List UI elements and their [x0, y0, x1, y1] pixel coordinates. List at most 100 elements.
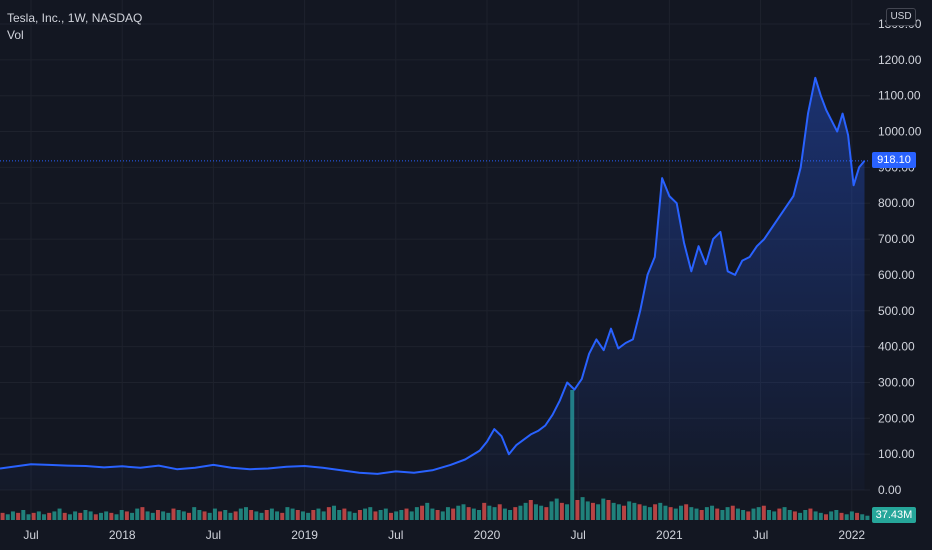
volume-bar [326, 507, 331, 520]
volume-bar [829, 511, 834, 520]
volume-bar [332, 505, 337, 520]
y-tick-label: 200.00 [878, 411, 915, 425]
currency-button[interactable]: USD [886, 8, 916, 26]
volume-bar [746, 511, 751, 520]
volume-bar [218, 511, 223, 520]
volume-bar [502, 508, 507, 520]
volume-bar [855, 512, 860, 520]
volume-bar [181, 511, 186, 520]
volume-bar [259, 512, 264, 520]
volume-bar [368, 507, 373, 520]
x-tick-label: Jul [571, 528, 586, 542]
x-tick-label: Jul [388, 528, 403, 542]
volume-bar [596, 504, 601, 520]
volume-bar [316, 508, 321, 520]
volume-bar [280, 512, 285, 520]
volume-bar [658, 502, 663, 520]
volume-bar [52, 511, 57, 520]
volume-bar [684, 504, 689, 520]
volume-bar [482, 502, 487, 520]
volume-bar [223, 510, 228, 520]
volume-bar [461, 504, 466, 520]
volume-bar [0, 512, 5, 520]
volume-bar [275, 511, 280, 520]
volume-bar [21, 510, 26, 520]
volume-bar [642, 505, 647, 520]
volume-bar [787, 510, 792, 520]
volume-bar [559, 502, 564, 520]
volume-bar [430, 508, 435, 520]
volume-bar [383, 508, 388, 520]
volume-bar [285, 507, 290, 520]
y-tick-label: 100.00 [878, 447, 915, 461]
volume-bar [533, 504, 538, 520]
volume-bar [622, 505, 627, 520]
volume-bar [601, 498, 606, 520]
volume-bar [798, 512, 803, 520]
volume-bar [176, 510, 181, 520]
volume-bar [528, 500, 533, 520]
volume-bar [26, 514, 31, 520]
volume-bar [290, 508, 295, 520]
volume-bar [590, 502, 595, 520]
volume-bar [83, 510, 88, 520]
volume-bar [792, 511, 797, 520]
volume-bar [98, 512, 103, 520]
volume-bar [93, 514, 98, 520]
volume-bar [735, 508, 740, 520]
volume-bar [269, 508, 274, 520]
volume-bar [16, 512, 21, 520]
volume-bar [238, 508, 243, 520]
volume-bar [187, 512, 192, 520]
volume-bar [249, 510, 254, 520]
y-tick-label: 0.00 [878, 483, 902, 497]
volume-bar [171, 508, 176, 520]
volume-bar [409, 511, 414, 520]
x-tick-label: Jul [753, 528, 768, 542]
volume-bar [777, 508, 782, 520]
volume-bar [404, 508, 409, 520]
volume-bar [487, 505, 492, 520]
volume-bar [145, 511, 150, 520]
volume-bar [767, 510, 772, 520]
volume-bar [62, 512, 67, 520]
price-line [0, 76, 866, 475]
x-tick-label: Jul [23, 528, 38, 542]
y-tick-label: 500.00 [878, 304, 915, 318]
volume-bar [57, 508, 62, 520]
volume-bar [451, 508, 456, 520]
volume-bar [435, 510, 440, 520]
volume-bar [492, 507, 497, 520]
volume-bar [513, 507, 518, 520]
volume-bar [150, 512, 155, 520]
volume-bar [228, 512, 233, 520]
volume-bar [166, 512, 171, 520]
volume-bar [616, 504, 621, 520]
volume-bar [813, 511, 818, 520]
volume-bar [42, 514, 47, 520]
x-tick-label: 2020 [474, 528, 501, 542]
volume-bar [130, 512, 135, 520]
x-tick-label: 2018 [109, 528, 136, 542]
volume-bar [539, 505, 544, 520]
volume-bar [456, 505, 461, 520]
volume-bar [518, 505, 523, 520]
volume-bar [508, 510, 513, 520]
volume-bar [363, 508, 368, 520]
x-tick-label: Jul [206, 528, 221, 542]
volume-bar [477, 510, 482, 520]
volume-bar [544, 507, 549, 520]
volume-bar [823, 514, 828, 520]
volume-bar [414, 507, 419, 520]
volume-bar [471, 508, 476, 520]
volume-bar [104, 511, 109, 520]
volume-bar [311, 510, 316, 520]
volume-bar [5, 514, 10, 520]
volume-bar [10, 511, 15, 520]
last-price-badge: 918.10 [872, 152, 916, 168]
volume-bar [606, 500, 611, 520]
volume-bar [192, 507, 197, 520]
volume-bar [306, 512, 311, 520]
volume-bar [647, 507, 652, 520]
